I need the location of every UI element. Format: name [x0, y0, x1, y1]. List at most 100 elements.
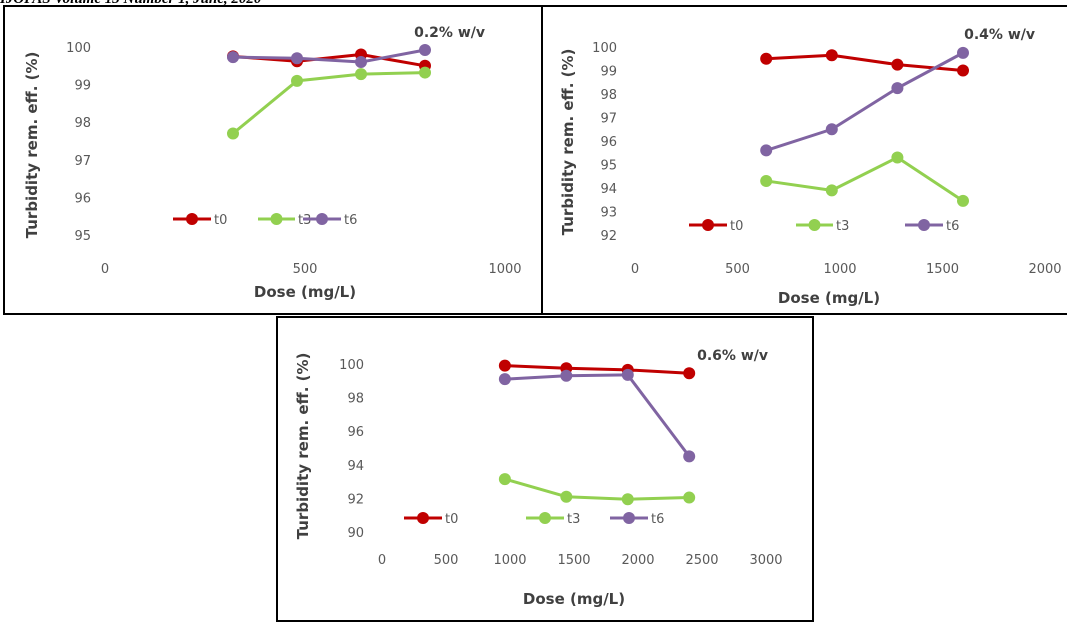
data-point-t3	[291, 74, 303, 87]
data-point-t3	[560, 490, 573, 503]
y-tick-label: 96	[347, 425, 364, 440]
y-tick-label: 100	[592, 41, 617, 56]
legend-marker-t0	[417, 512, 429, 524]
y-tick-label: 97	[600, 112, 617, 127]
data-point-t0	[683, 367, 696, 380]
x-axis-title: Dose (mg/L)	[778, 289, 880, 307]
chart-title: 0.4% w/v	[964, 27, 1035, 43]
series-line-t0	[766, 53, 964, 72]
x-tick-label: 1000	[493, 553, 526, 568]
legend-label-t0: t0	[214, 213, 227, 228]
legend-marker-t3	[539, 512, 551, 524]
data-point-t0	[760, 52, 773, 65]
legend-label-t0: t0	[445, 512, 458, 527]
y-tick-label: 98	[347, 392, 364, 407]
x-tick-label: 0	[631, 262, 639, 277]
y-tick-label: 90	[347, 526, 364, 541]
legend-marker-t6	[918, 219, 930, 231]
data-point-t3	[419, 66, 431, 79]
y-axis-title: Turbidity rem. eff. (%)	[559, 49, 577, 236]
x-tick-label: 1000	[488, 262, 521, 277]
x-tick-label: 0	[378, 553, 386, 568]
data-point-t6	[891, 82, 904, 95]
data-point-t6	[760, 144, 773, 157]
data-point-t6	[291, 52, 303, 65]
x-tick-label: 3000	[749, 553, 782, 568]
legend-marker-t3	[808, 219, 821, 231]
data-point-t3	[355, 68, 367, 81]
x-tick-label: 1000	[823, 262, 856, 277]
data-point-t6	[227, 51, 239, 64]
data-point-t3	[621, 493, 634, 506]
data-point-t6	[621, 368, 634, 381]
data-point-t0	[891, 58, 904, 71]
data-point-t0	[825, 49, 838, 62]
y-tick-label: 93	[600, 206, 617, 221]
chart-title: 0.2% w/v	[414, 25, 485, 41]
x-tick-label: 500	[434, 553, 459, 568]
chart-panel-0.4: 92 93 94 95 96 97 98 99 100 0 500 1000 1500 2000 Dose …	[541, 5, 1067, 315]
y-tick-label: 94	[600, 182, 617, 197]
data-point-t3	[891, 151, 904, 164]
y-tick-label: 95	[600, 159, 617, 174]
y-tick-label: 96	[74, 191, 91, 206]
journal-header: IJOPAS Volume 13 Number 1, June, 2020	[0, 0, 700, 9]
y-tick-label: 94	[347, 459, 364, 474]
legend-marker-t6	[316, 213, 328, 225]
x-tick-label: 2000	[1028, 262, 1061, 277]
legend-marker-t0	[186, 213, 198, 225]
y-tick-label: 99	[74, 79, 91, 94]
series-line-t3	[504, 477, 690, 501]
series-line-t3	[765, 155, 964, 203]
legend-marker-t3	[270, 213, 283, 225]
y-tick-label: 97	[74, 154, 91, 169]
series-line-t0	[504, 364, 690, 375]
legend-marker-t0	[702, 219, 714, 231]
x-tick-label: 1500	[926, 262, 959, 277]
x-tick-label: 1500	[557, 553, 590, 568]
y-tick-label: 98	[600, 88, 617, 103]
data-point-t0	[498, 359, 511, 372]
x-axis-title: Dose (mg/L)	[254, 283, 356, 301]
x-tick-label: 500	[293, 262, 318, 277]
x-tick-label: 2000	[621, 553, 654, 568]
x-tick-label: 0	[101, 262, 109, 277]
data-point-t6	[419, 44, 431, 57]
y-axis-title: Turbidity rem. eff. (%)	[23, 52, 41, 239]
y-tick-label: 100	[66, 41, 91, 56]
data-point-t6	[825, 123, 838, 136]
data-point-t3	[760, 174, 773, 187]
y-tick-label: 96	[600, 135, 617, 150]
legend-label-t6: t6	[344, 213, 357, 228]
series-line-t6	[765, 51, 964, 152]
legend-label-t6: t6	[651, 512, 664, 527]
data-point-t0	[957, 64, 969, 77]
legend-label-t3: t3	[836, 219, 849, 234]
legend-label-t3: t3	[567, 512, 580, 527]
y-tick-label: 92	[347, 492, 364, 507]
chart-title: 0.6% w/v	[697, 348, 768, 364]
legend-marker-t6	[623, 512, 635, 524]
data-point-t6	[957, 46, 969, 59]
data-point-t3	[683, 491, 696, 504]
data-point-t3	[957, 194, 969, 207]
y-tick-label: 95	[74, 229, 91, 244]
series-line-t6	[232, 48, 426, 64]
legend-label-t0: t0	[730, 219, 743, 234]
y-tick-label: 92	[600, 229, 617, 244]
chart-panel-0.6: 90 92 94 96 98 100 0 500 1000 1500 2000 2500 3000 Dos…	[276, 316, 814, 622]
data-point-t6	[355, 56, 367, 69]
data-point-t3	[498, 473, 511, 486]
legend-label-t6: t6	[946, 219, 959, 234]
y-tick-label: 100	[339, 358, 364, 373]
series-line-t6	[504, 373, 691, 458]
data-point-t6	[498, 373, 511, 386]
data-point-t6	[560, 369, 573, 382]
data-point-t3	[227, 127, 239, 140]
series-line-t3	[232, 71, 426, 135]
data-point-t6	[683, 450, 696, 463]
x-tick-label: 2500	[685, 553, 718, 568]
